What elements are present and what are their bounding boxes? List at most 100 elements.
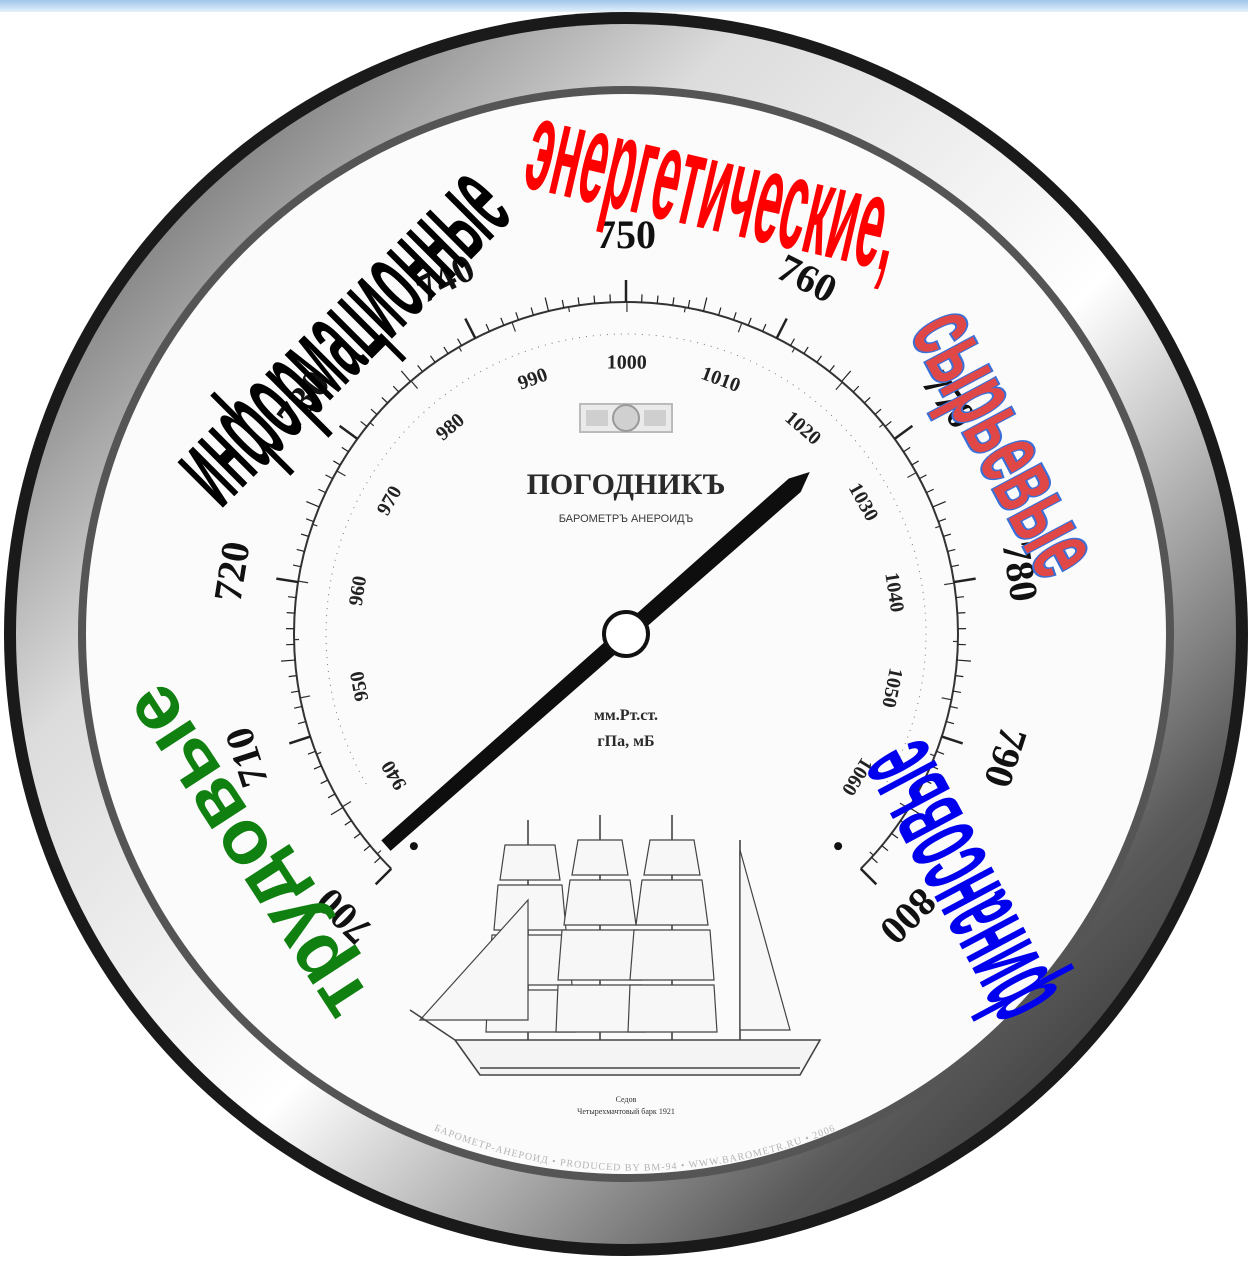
mm-tick: [919, 474, 927, 480]
mm-tick: [936, 750, 945, 755]
mm-tick: [353, 832, 361, 839]
mm-tick: [381, 396, 388, 404]
mm-tick: [288, 735, 311, 745]
mm-tick: [908, 806, 922, 816]
mm-tick: [702, 297, 708, 312]
mm-tick: [718, 307, 722, 316]
mm-tick: [561, 299, 565, 308]
unit-mm-label: мм.Рт.ст.: [594, 707, 658, 724]
hpa-tick: [336, 470, 346, 477]
hpa-tick: [899, 802, 909, 809]
mm-tick: [874, 408, 882, 415]
mm-tick: [911, 460, 919, 466]
mm-tick: [950, 564, 960, 568]
mm-tick: [884, 420, 892, 427]
mm-tick: [926, 488, 934, 494]
mm-tick: [417, 364, 423, 373]
mm-tick: [276, 577, 299, 584]
mm-tick: [392, 385, 400, 393]
mm-tick: [305, 518, 314, 523]
hpa-label: 960: [345, 574, 371, 607]
mm-tick: [341, 446, 349, 453]
mm-tick: [370, 408, 378, 415]
mm-tick: [916, 793, 925, 799]
mm-tick: [288, 675, 297, 678]
mm-tick: [941, 735, 964, 745]
mm-tick: [530, 307, 534, 316]
mm-tick: [515, 312, 520, 321]
mm-tick: [307, 750, 316, 755]
hpa-tick: [567, 306, 571, 313]
mm-tick: [500, 317, 505, 326]
mm-tick: [893, 424, 914, 440]
mm-tick: [829, 364, 835, 373]
mm-tick: [955, 596, 965, 599]
mm-tick: [320, 779, 329, 785]
hpa-tick: [907, 472, 917, 479]
hpa-tick: [929, 753, 936, 757]
mm-tick: [294, 705, 303, 709]
hpa-tick: [879, 423, 884, 428]
mm-tick: [955, 675, 964, 678]
hpa-tick: [737, 322, 743, 333]
mm-tick: [290, 690, 300, 694]
mm-tick: [881, 845, 889, 852]
mm-tick: [363, 845, 371, 852]
mm-tick: [762, 323, 767, 332]
hpa-tick: [312, 523, 318, 527]
hpa-scale-ticks: [294, 301, 958, 856]
mm-tick: [947, 548, 956, 553]
mm-tick: [816, 355, 822, 363]
mm-tick: [443, 346, 449, 355]
hpa-tick: [300, 695, 311, 699]
mm-tick: [374, 867, 393, 886]
mm-tick: [946, 721, 955, 725]
mm-tick: [656, 295, 659, 304]
hpa-tick: [342, 800, 352, 808]
hpa-label: 1000: [607, 352, 647, 374]
mm-label: 720: [205, 538, 259, 604]
mm-tick: [338, 424, 359, 440]
mm-label: 750: [596, 212, 656, 257]
mm-tick: [464, 318, 477, 339]
mm-tick: [957, 612, 966, 614]
mm-tick: [360, 420, 368, 427]
mm-tick: [775, 318, 788, 339]
mm-tick: [457, 338, 463, 346]
hpa-tick: [835, 381, 843, 391]
mm-tick: [789, 338, 795, 346]
hpa-tick: [869, 851, 874, 856]
hpa-tick: [944, 582, 955, 586]
hpa-tick: [935, 525, 941, 529]
hpa-tick: [298, 580, 309, 584]
ship-caption-line1: Седов: [616, 1095, 637, 1104]
mm-tick: [593, 295, 596, 304]
mm-scale-ticks: [276, 280, 976, 886]
hpa-tick: [791, 347, 796, 353]
mm-tick: [932, 501, 946, 508]
mm-tick: [281, 659, 296, 662]
mm-tick: [930, 765, 939, 770]
brand-subtitle: БАРОМЕТРЪ АНЕРОИДЪ: [559, 513, 694, 525]
mm-tick: [732, 312, 737, 321]
mm-tick: [841, 370, 852, 382]
mm-tick: [313, 765, 322, 770]
hpa-tick: [376, 850, 382, 855]
mm-tick: [292, 564, 302, 568]
right-end-dot: [834, 842, 843, 851]
mm-tick: [923, 779, 932, 785]
mm-tick: [803, 346, 809, 355]
mm-tick: [577, 297, 580, 306]
emblem-icon: [579, 403, 673, 433]
hpa-tick: [316, 751, 322, 755]
mm-tick: [296, 548, 305, 553]
mm-tick: [300, 533, 309, 537]
mm-tick: [327, 793, 336, 799]
hpa-tick: [410, 380, 419, 389]
mm-tick: [747, 317, 752, 326]
ship-caption-line2: Четырехмачтовый барк 1921: [577, 1107, 675, 1116]
mm-tick: [544, 297, 550, 312]
left-end-dot: [409, 842, 418, 851]
mm-label: 780: [993, 538, 1047, 604]
